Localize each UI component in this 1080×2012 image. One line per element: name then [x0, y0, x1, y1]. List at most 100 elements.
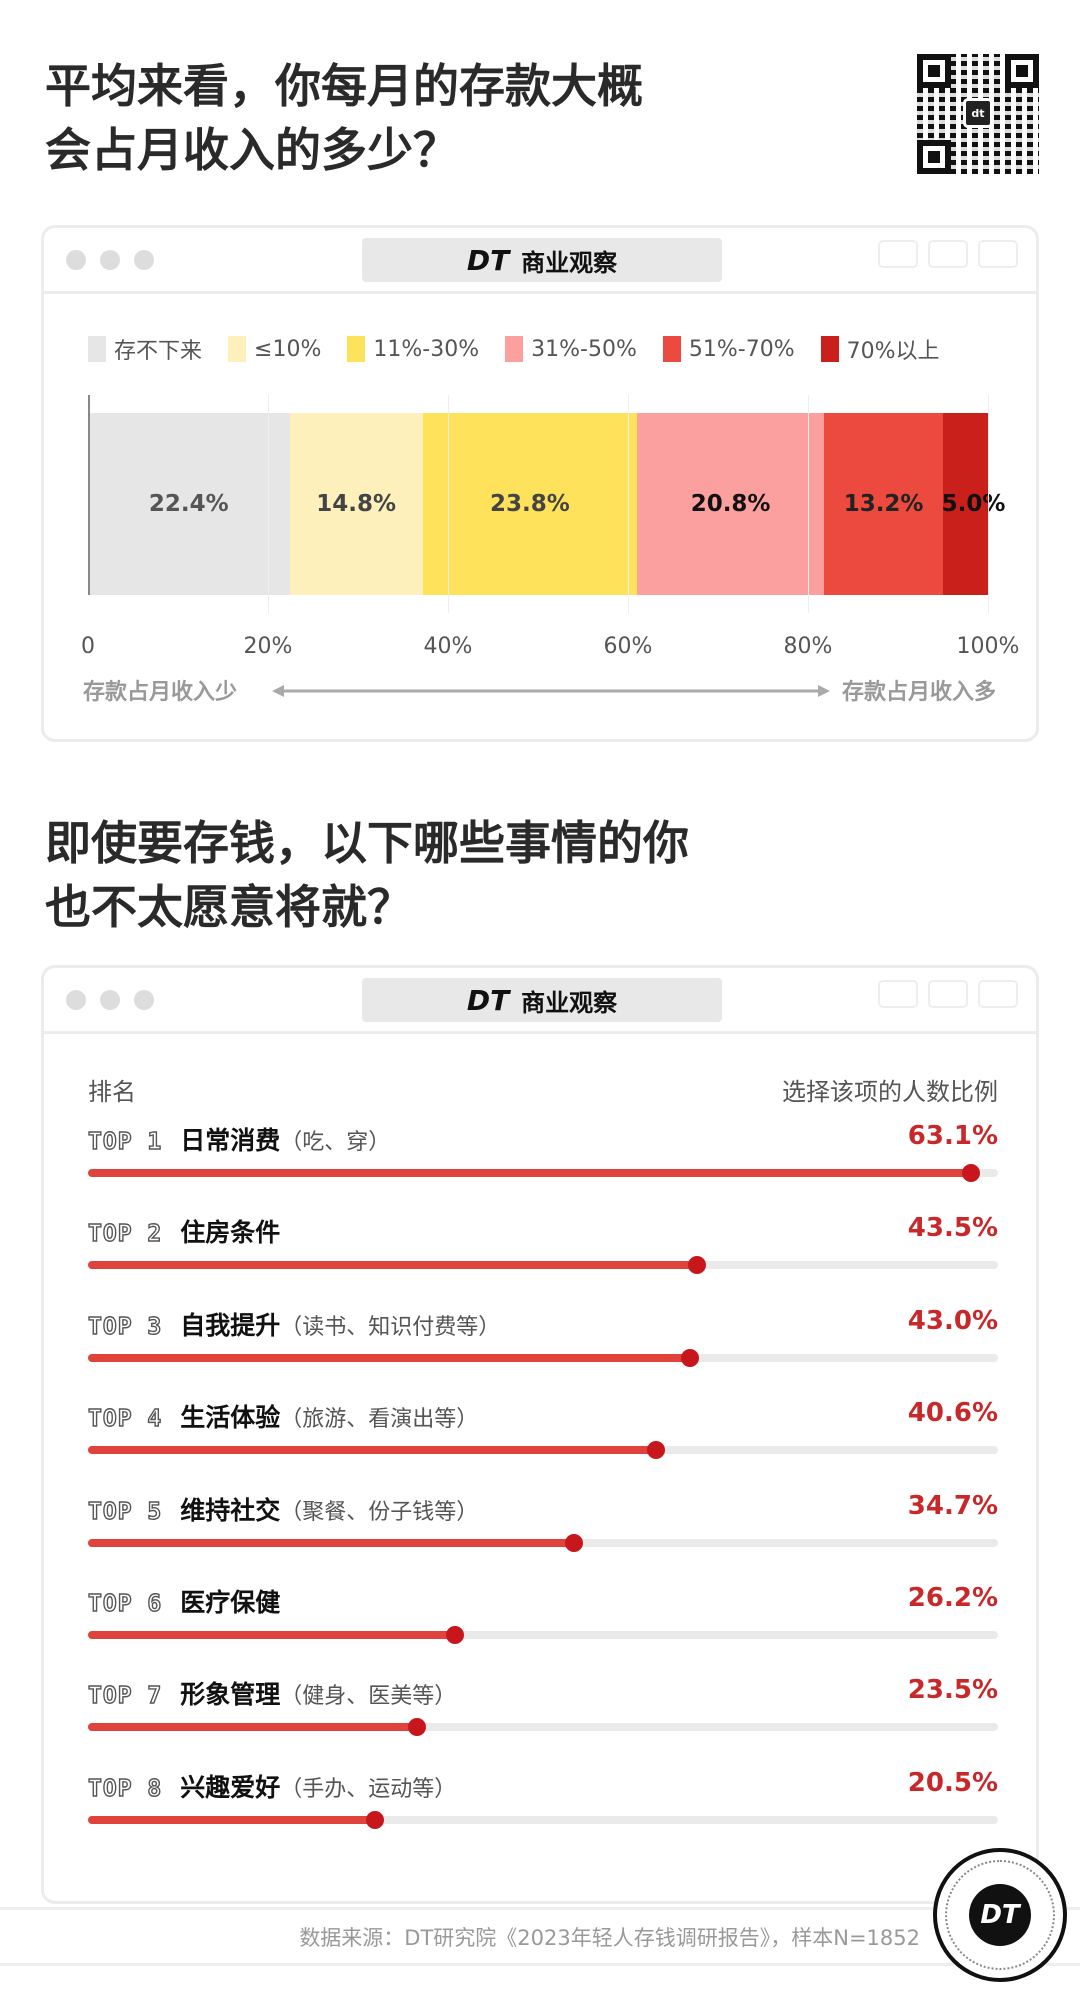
bar-dot: [647, 1441, 666, 1460]
window-controls: [66, 990, 154, 1010]
y-axis: [88, 395, 90, 595]
value-label: 40.6%: [907, 1398, 998, 1429]
header-rank: 排名: [88, 1078, 136, 1106]
value-label: 20.5%: [907, 1767, 998, 1798]
window-header: DT 商业观察: [44, 968, 1036, 1034]
minimize-icon: [100, 990, 120, 1010]
bar-track: [88, 1718, 998, 1737]
gridline: [808, 395, 809, 613]
rank-label: TOP 5: [87, 1498, 163, 1525]
data-label: 23.8%: [489, 491, 570, 517]
item-note: （旅游、看演出等）: [280, 1407, 479, 1433]
bar-fill: [88, 1815, 375, 1824]
minimize-icon: [100, 250, 120, 270]
bar-track: [88, 1626, 998, 1644]
x-tick-label: 0: [81, 634, 95, 659]
x-tick-label: 20%: [243, 634, 293, 659]
bar-track: [88, 1256, 998, 1275]
item-name: 自我提升: [180, 1310, 281, 1340]
item-note: （健身、医美等）: [280, 1684, 457, 1710]
rank-label: TOP 4: [87, 1405, 163, 1433]
item-name: 日常消费: [180, 1126, 281, 1155]
ranking-row: TOP 8 兴趣爱好（手办、运动等） 20.5%: [87, 1767, 998, 1829]
item-name: 医疗保健: [180, 1588, 281, 1617]
rank-label: TOP 1: [87, 1128, 163, 1155]
arrow-label-left: 存款占月收入少: [83, 680, 238, 705]
item-name: 生活体验: [180, 1403, 281, 1433]
share-icon: [928, 240, 968, 268]
item-note: （手办、运动等）: [280, 1776, 457, 1802]
record-icon: [878, 240, 918, 268]
item-name: 住房条件: [180, 1218, 281, 1248]
copy-icon: [978, 240, 1018, 268]
legend-label: 51%-70%: [688, 336, 795, 362]
data-label: 22.4%: [148, 491, 229, 517]
rank-label: TOP 8: [87, 1775, 163, 1802]
bar-dot: [366, 1810, 384, 1829]
item-note: （读书、知识付费等）: [280, 1314, 501, 1340]
legend-item: 31%-50%: [505, 333, 637, 365]
bar-track: [88, 1533, 998, 1552]
bar-segment: 20.8%: [637, 413, 825, 595]
data-label: 20.8%: [690, 491, 771, 517]
bar-fill: [88, 1261, 697, 1270]
legend-item: 70%以上: [820, 333, 940, 365]
bar-track: [88, 1348, 998, 1367]
item-note: （聚餐、份子钱等）: [280, 1499, 479, 1525]
brand-title-bar: DT 商业观察: [362, 978, 722, 1022]
legend-label: 70%以上: [846, 339, 940, 364]
item-name: 兴趣爱好: [180, 1772, 281, 1802]
section1-title: 平均来看，你每月的存款大概 会占月收入的多少？: [45, 59, 643, 177]
legend-label: 存不下来: [114, 339, 203, 364]
ranking-row: TOP 2 住房条件 43.5%: [87, 1213, 998, 1275]
value-label: 26.2%: [907, 1583, 998, 1613]
legend-swatch: [662, 336, 681, 362]
legend-label: ≤10%: [254, 336, 322, 362]
legend-swatch: [88, 336, 106, 362]
bar-segment: 23.8%: [422, 413, 637, 595]
chart-card-2: DT 商业观察: [41, 965, 1039, 1904]
legend: 存不下来 ≤10% 11%-30% 31%-50% 51%-70% 70%以上: [88, 333, 940, 365]
qr-code: dt: [917, 54, 1039, 174]
copy-icon: [978, 980, 1018, 1008]
record-icon: [878, 980, 918, 1008]
maximize-icon: [134, 250, 154, 270]
rank-label: TOP 3: [87, 1313, 163, 1340]
value-label: 63.1%: [907, 1121, 998, 1151]
bar-fill: [88, 1723, 417, 1732]
legend-swatch: [228, 336, 247, 362]
window-controls: [66, 250, 154, 270]
gridline: [448, 395, 449, 613]
dt-logo: DT: [933, 1848, 1067, 1982]
ranking-row: TOP 1 日常消费（吃、穿） 63.1%: [87, 1121, 998, 1182]
bar-dot: [962, 1164, 981, 1182]
value-label: 43.5%: [907, 1213, 998, 1244]
x-tick-label: 80%: [783, 634, 833, 659]
ranking-row: TOP 6 医疗保健 26.2%: [87, 1583, 998, 1644]
section2-title: 即使要存钱，以下哪些事情的你 也不太愿意将就？: [45, 816, 689, 934]
maximize-icon: [134, 990, 154, 1010]
item-name: 形象管理: [180, 1680, 281, 1710]
gridline: [988, 395, 989, 613]
item-name: 维持社交: [180, 1495, 281, 1525]
bar-segment: 22.4%: [88, 413, 290, 595]
double-arrow-icon: [272, 685, 830, 697]
header-ratio: 选择该项的人数比例: [782, 1078, 998, 1106]
rank-label: TOP 7: [87, 1683, 163, 1710]
bar-segment: 13.2%: [824, 413, 943, 595]
brand-title-bar: DT 商业观察: [362, 238, 722, 282]
bar-dot: [445, 1626, 464, 1644]
rank-label: TOP 6: [87, 1590, 163, 1617]
legend-swatch: [820, 336, 839, 362]
data-label: 14.8%: [316, 491, 397, 517]
x-tick-label: 100%: [956, 634, 1020, 659]
x-tick-label: 40%: [423, 634, 473, 659]
bar-fill: [88, 1538, 574, 1547]
legend-swatch: [347, 336, 366, 362]
bar-segment: 5.0%: [942, 413, 1005, 595]
legend-swatch: [505, 336, 524, 362]
bar-fill: [88, 1353, 690, 1362]
close-icon: [66, 990, 86, 1010]
data-label: 13.2%: [843, 491, 924, 517]
data-source: 数据来源：DT研究院《2023年轻人存钱调研报告》，样本N=1852: [299, 1926, 920, 1950]
